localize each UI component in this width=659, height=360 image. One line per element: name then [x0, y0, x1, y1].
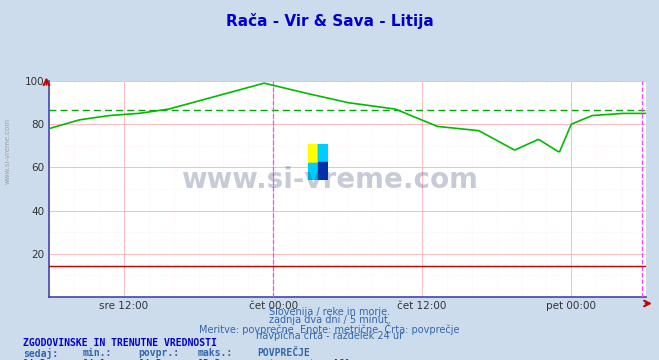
Text: Meritve: povprečne  Enote: metrične  Črta: povprečje: Meritve: povprečne Enote: metrične Črta:… — [199, 323, 460, 335]
Polygon shape — [308, 144, 318, 162]
Text: zadnja dva dni / 5 minut.: zadnja dva dni / 5 minut. — [269, 315, 390, 325]
Text: ZGODOVINSKE IN TRENUTNE VREDNOSTI: ZGODOVINSKE IN TRENUTNE VREDNOSTI — [23, 338, 217, 348]
Polygon shape — [308, 144, 318, 162]
Text: Rača - Vir & Sava - Litija: Rača - Vir & Sava - Litija — [225, 13, 434, 28]
Text: www.si-vreme.com: www.si-vreme.com — [5, 118, 11, 184]
Text: 14,5: 14,5 — [138, 359, 162, 360]
Text: www.si-vreme.com: www.si-vreme.com — [181, 166, 478, 194]
Text: maks.:: maks.: — [198, 348, 233, 358]
Text: povpr.:: povpr.: — [138, 348, 179, 358]
Polygon shape — [308, 144, 318, 162]
Text: Slovenija / reke in morje.: Slovenija / reke in morje. — [269, 307, 390, 317]
Text: temperatura[C]: temperatura[C] — [269, 359, 351, 360]
Polygon shape — [318, 162, 328, 180]
Text: min.:: min.: — [82, 348, 112, 358]
Text: 15,2: 15,2 — [198, 359, 221, 360]
Text: 14,5: 14,5 — [23, 359, 47, 360]
Text: POVPREČJE: POVPREČJE — [257, 348, 310, 358]
Text: navpična črta - razdelek 24 ur: navpična črta - razdelek 24 ur — [256, 330, 403, 341]
Polygon shape — [318, 144, 328, 162]
Polygon shape — [318, 162, 328, 180]
Polygon shape — [308, 162, 318, 180]
Text: sedaj:: sedaj: — [23, 348, 58, 359]
Text: 14,1: 14,1 — [82, 359, 106, 360]
Polygon shape — [318, 144, 328, 162]
